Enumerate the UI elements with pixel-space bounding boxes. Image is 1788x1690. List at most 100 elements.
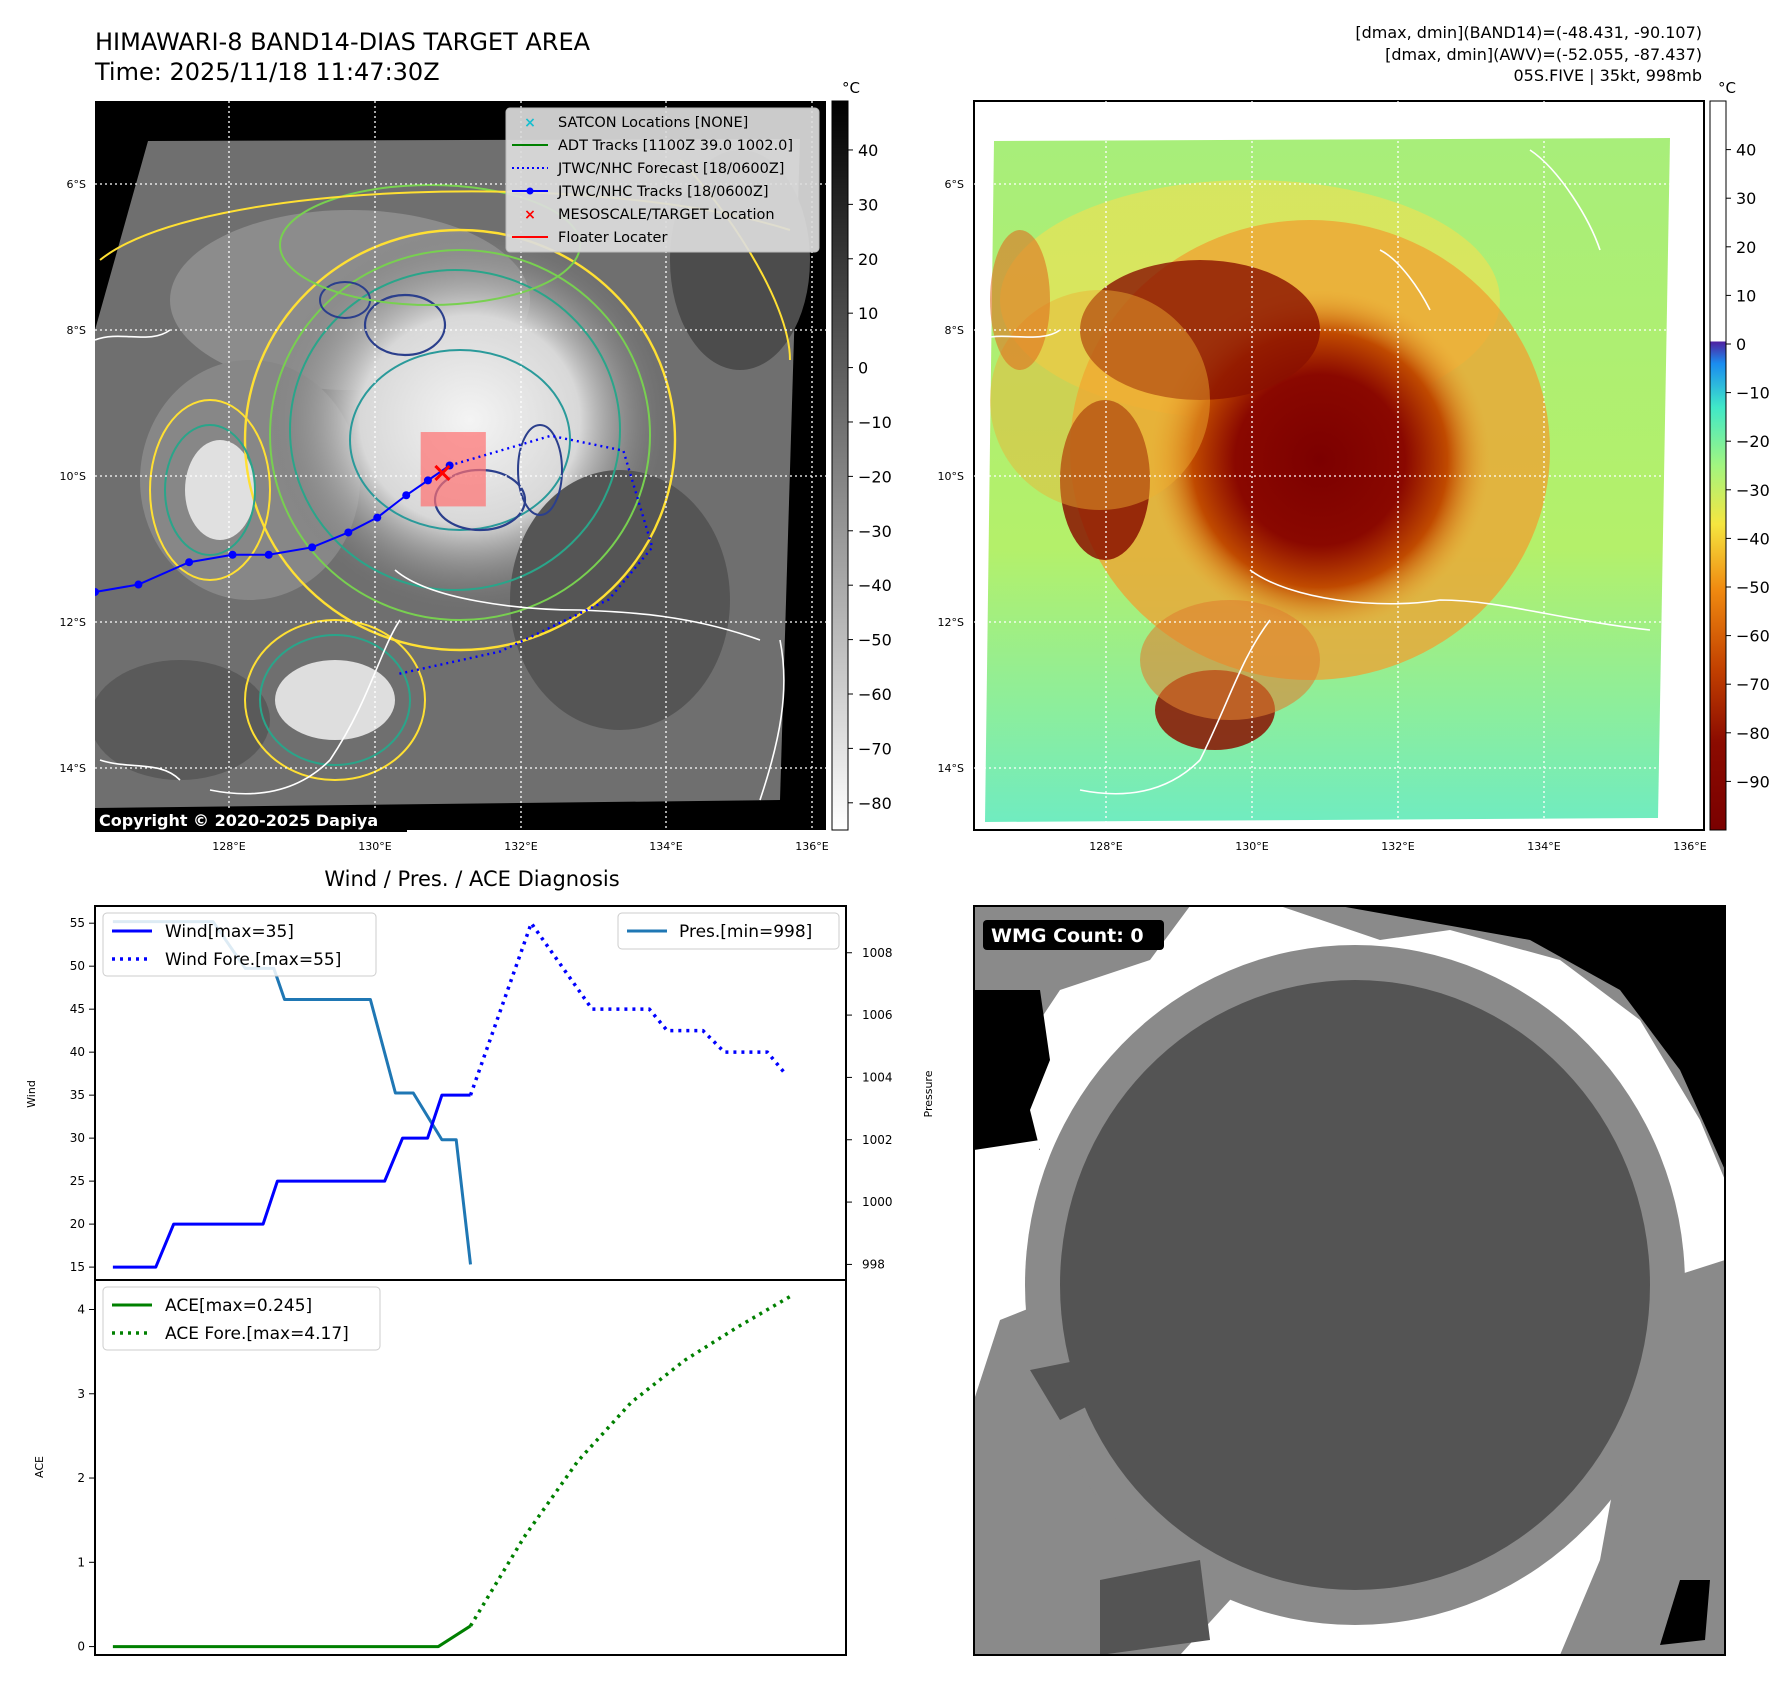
legend-label: JTWC/NHC Tracks [18/0600Z] [557,184,769,200]
colorbar-tick-label: −50 [1736,578,1770,597]
colorbar-tick-label: 20 [858,250,878,269]
track-point [185,558,194,567]
colorbar-tick-label: −30 [1736,481,1770,500]
legend-marker-x: × [524,115,536,131]
awv-lat-label: 12°S [938,616,964,629]
awv-lon-label: 132°E [1381,840,1414,853]
legend-pres: Pres.[min=998] [679,922,812,942]
ir-lon-label: 130°E [358,840,391,853]
awv-lon-label: 134°E [1527,840,1560,853]
gray-colorbar: °C 40 30 20 10 0 −10 −20 −30 −40 −50 −60 −70 −80 [831,79,892,831]
legend-label: MESOSCALE/TARGET Location [558,207,775,223]
y2-tick-label: 1004 [862,1070,893,1084]
ir-map-panel: 6°S 8°S 10°S 12°S 14°S 128°E 130°E 132°E… [60,101,829,853]
y-tick-label: 0 [77,1640,85,1654]
legend-label: Floater Locater [558,230,667,246]
copyright-text: Copyright © 2020-2025 Dapiya [99,811,378,830]
track-point [373,513,382,522]
y-tick-label: 55 [70,916,85,930]
colorbar-tick-label: −90 [1736,772,1770,791]
colorbar-tick-label: −10 [858,413,892,432]
ir-map-lon-labels: 128°E 130°E 132°E 134°E 136°E [212,840,828,853]
y2-tick-label: 998 [862,1257,885,1271]
gray-colorbar-gradient [831,100,849,831]
ace-y-ticks: 4 3 2 1 0 [77,1302,95,1654]
colorbar-tick-label: −40 [1736,529,1770,548]
floater-box [420,432,486,507]
ir-lon-label: 128°E [212,840,245,853]
colorbar-tick-label: 10 [1736,286,1756,305]
colorbar-tick-label: 30 [1736,189,1756,208]
legend-label: ADT Tracks [1100Z 39.0 1002.0] [558,138,793,154]
y2-tick-label: 1000 [862,1195,893,1209]
diagnosis-title: Wind / Pres. / ACE Diagnosis [324,867,619,891]
colorbar-tick-label: −80 [858,794,892,813]
colorbar-tick-label: 30 [858,195,878,214]
figure-title-line1: HIMAWARI-8 BAND14-DIAS TARGET AREA [95,28,591,56]
track-point [228,550,237,559]
wmg-imagery [974,906,1725,1655]
ir-lat-label: 10°S [60,470,86,483]
info-line-3: 05S.FIVE | 35kt, 998mb [1514,66,1703,85]
awv-lat-label: 14°S [938,762,964,775]
ir-lon-label: 134°E [649,840,682,853]
colorbar-tick-label: 40 [1736,141,1756,160]
y-tick-label: 40 [70,1045,85,1059]
colorbar-tick-label: 20 [1736,238,1756,257]
legend-ace: ACE[max=0.245] [165,1296,312,1316]
legend-wind: Wind[max=35] [165,922,294,942]
awv-map-panel: 6°S 8°S 10°S 12°S 14°S 128°E 130°E 132°E… [938,100,1707,853]
ir-map-lat-labels: 6°S 8°S 10°S 12°S 14°S [60,178,86,775]
y-tick-label: 4 [77,1302,85,1316]
ir-lat-label: 8°S [67,324,86,337]
colorbar-tick-label: −50 [858,631,892,650]
colorbar-tick-label: −70 [1736,675,1770,694]
y2-tick-label: 1006 [862,1008,893,1022]
y-tick-label: 25 [70,1174,85,1188]
legend-marker-x: × [524,207,536,223]
ir-map-legend: × SATCON Locations [NONE] ADT Tracks [1100… [505,107,820,253]
ir-map-imagery [95,101,826,830]
awv-colorbar-unit: °C [1718,79,1736,97]
colorbar-tick-label: −60 [858,685,892,704]
y-tick-label: 35 [70,1088,85,1102]
pressure-axis-label: Pressure [922,1070,935,1117]
track-point [308,543,317,552]
track-point [423,476,432,485]
ir-lon-label: 132°E [504,840,537,853]
pressure-y-ticks: 1008 1006 1004 1002 1000 998 [846,946,893,1271]
info-line-1: [dmax, dmin](BAND14)=(-48.431, -90.107) [1355,23,1702,42]
colorbar-tick-label: 40 [858,141,878,160]
colorbar-tick-label: 0 [1736,335,1746,354]
pressure-legend: Pres.[min=998] [617,912,840,950]
colorbar-tick-label: −20 [1736,432,1770,451]
y-tick-label: 2 [77,1471,85,1485]
wmg-panel: WMG Count: 0 [973,905,1726,1656]
series-line [468,921,787,1096]
gray-colorbar-unit: °C [842,79,860,97]
colorbar-tick-label: −60 [1736,627,1770,646]
y-tick-label: 3 [77,1387,85,1401]
legend-ace-fore: ACE Fore.[max=4.17] [165,1324,349,1344]
track-point [264,550,273,559]
ace-series-group [112,1293,794,1649]
wmg-frame [973,905,1726,1656]
y-tick-label: 30 [70,1131,85,1145]
ir-lat-label: 14°S [60,762,86,775]
awv-colorbar-ticks: 40 30 20 10 0 −10 −20 −30 −40 −50 −60 −70 −80 −90 [1726,141,1770,791]
awv-colorbar: °C 40 30 20 10 0 −10 −20 −30 −40 −50 −60 −70 −80 −90 [1709,79,1770,831]
awv-colorbar-gradient [1709,100,1727,831]
y2-tick-label: 1002 [862,1133,893,1147]
awv-lat-label: 8°S [945,324,964,337]
awv-lat-label: 6°S [945,178,964,191]
copyright-badge [95,808,407,832]
ace-chart: ACE 4 3 2 1 0 ACE[max=0.245] ACE Fore.[max=4… [33,1279,847,1656]
track-point [402,491,411,500]
legend-label: SATCON Locations [NONE] [558,115,748,131]
jtwc-forecast-line [398,434,654,675]
ir-lat-label: 6°S [67,178,86,191]
awv-lon-label: 130°E [1235,840,1268,853]
y2-tick-label: 1008 [862,946,893,960]
awv-map-imagery [974,101,1704,830]
